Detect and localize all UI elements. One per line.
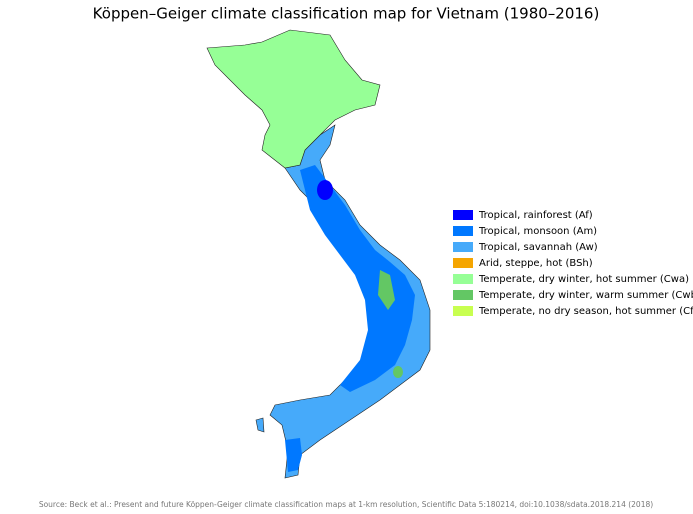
map-title: Köppen–Geiger climate classification map…: [93, 5, 600, 23]
legend-label: Temperate, no dry season, hot summer (Cf…: [478, 306, 693, 317]
legend-label: Arid, steppe, hot (BSh): [479, 258, 593, 269]
region-cwb: [378, 270, 395, 310]
legend-label: Tropical, savannah (Aw): [478, 242, 598, 253]
legend-swatch: [453, 242, 473, 252]
island: [255, 417, 265, 433]
source-note: Source: Beck et al.: Present and future …: [39, 500, 653, 509]
region-cwa: [206, 29, 381, 169]
region-am: [300, 165, 415, 392]
legend-label: Tropical, rainforest (Af): [478, 210, 593, 221]
legend-label: Tropical, monsoon (Am): [478, 226, 597, 237]
legend-swatch: [453, 226, 473, 236]
legend-label: Temperate, dry winter, warm summer (Cwb): [478, 290, 693, 301]
region-cwb-south: [393, 366, 403, 378]
legend-swatch: [453, 258, 473, 268]
legend: Tropical, rainforest (Af) Tropical, monso…: [453, 210, 693, 317]
region-am-south: [285, 438, 302, 472]
legend-swatch: [453, 306, 473, 316]
legend-label: Temperate, dry winter, hot summer (Cwa): [478, 274, 689, 285]
vietnam-map: [206, 29, 431, 479]
legend-swatch: [453, 210, 473, 220]
legend-swatch: [453, 274, 473, 284]
region-af: [317, 180, 333, 200]
legend-swatch: [453, 290, 473, 300]
